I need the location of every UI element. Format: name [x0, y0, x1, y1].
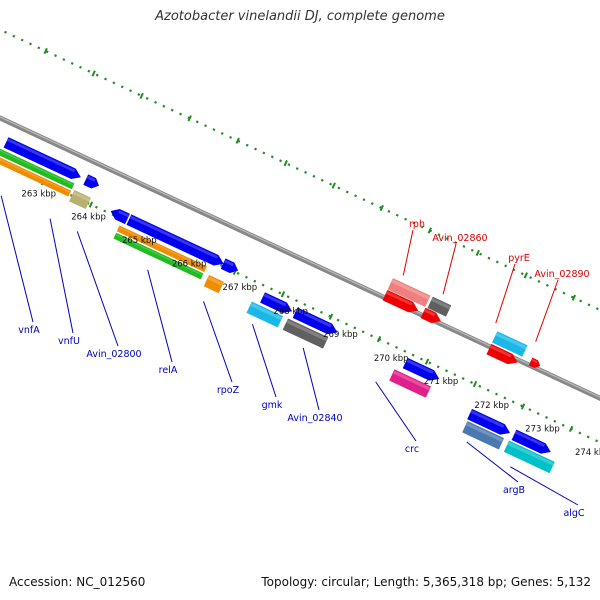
label-leader-line: [302, 347, 320, 411]
gene-label[interactable]: algC: [563, 508, 584, 519]
gene-feature-shine: [531, 358, 538, 363]
tick-label: 267 kbp: [223, 283, 258, 293]
gene-label[interactable]: vnfA: [18, 325, 40, 336]
tick-label: 271 kbp: [424, 377, 459, 387]
gene-label[interactable]: vnfU: [58, 336, 80, 347]
inner-scale-tick: [520, 403, 526, 410]
tick-label: 273 kbp: [525, 425, 560, 435]
label-leader-line: [375, 381, 417, 442]
tick-label: 263 kbp: [21, 189, 56, 199]
gene-feature-shine: [385, 291, 413, 306]
gene-feature-shine: [406, 359, 434, 374]
tick-label: 264 kbp: [71, 213, 106, 223]
gene-label[interactable]: rph: [409, 219, 425, 230]
gene-feature-shine: [6, 138, 76, 173]
inner-scale-tick: [88, 201, 94, 208]
label-leader-line: [495, 263, 516, 324]
outer-scale-tick: [235, 137, 240, 144]
gene-label[interactable]: pyrE: [508, 253, 530, 264]
gene-feature-shine: [0, 158, 71, 193]
inner-scale-tick: [376, 336, 382, 343]
gene-feature[interactable]: [220, 258, 239, 274]
inner-scale-tick: [280, 291, 286, 298]
gene-label[interactable]: Avin_02840: [287, 413, 342, 424]
accession-text: Accession: NC_012560: [9, 575, 146, 589]
map-title: Azotobacter vinelandii DJ, complete geno…: [155, 9, 445, 24]
gene-feature-shine: [72, 191, 91, 202]
gene-label[interactable]: crc: [405, 444, 419, 455]
gene-label[interactable]: relA: [159, 365, 178, 376]
tick-label: 269 kbp: [323, 330, 358, 340]
tick-label: 268 kbp: [273, 307, 308, 317]
outer-scale-tick: [379, 204, 384, 212]
gene-label[interactable]: Avin_02860: [432, 233, 487, 244]
label-leader-line: [402, 229, 414, 276]
outer-scale-tick: [187, 115, 192, 122]
gene-feature-shine: [391, 279, 430, 300]
inner-scale-tick: [328, 313, 334, 320]
label-leader-line: [147, 269, 173, 363]
outer-scale-tick: [571, 294, 577, 301]
gene-feature-shine: [424, 308, 436, 317]
gene-label[interactable]: Avin_02800: [86, 349, 141, 360]
label-leader-line: [203, 301, 233, 383]
topology-text: Topology: circular; Length: 5,365,318 bp…: [261, 575, 591, 589]
gene-feature-shine: [286, 319, 328, 342]
gene-feature-shine: [514, 430, 546, 447]
label-leader-line: [466, 441, 519, 483]
gene-feature-shine: [0, 150, 74, 186]
gene-feature-shine: [507, 441, 555, 466]
gene-feature-shine: [207, 276, 224, 286]
gene-feature-shine: [296, 308, 332, 328]
tick-label: 274 kbp: [575, 448, 600, 458]
gene-label[interactable]: gmk: [262, 400, 283, 411]
gene-feature-shine: [129, 215, 218, 259]
gene-feature-shine: [470, 410, 505, 428]
gene-label[interactable]: rpoZ: [217, 385, 240, 396]
gene-feature-shine: [118, 226, 207, 269]
gene-label[interactable]: Avin_02890: [534, 269, 589, 280]
outer-scale-tick: [91, 70, 96, 77]
gene-label[interactable]: argB: [503, 485, 525, 496]
tick-label: 272 kbp: [474, 401, 509, 411]
gene-feature-shine: [224, 259, 234, 267]
gene-feature-shine: [115, 233, 203, 276]
inner-scale-tick: [424, 358, 430, 365]
outer-scale-tick: [139, 92, 144, 100]
gene-feature-shine: [489, 345, 512, 358]
gene-feature-shine: [495, 332, 527, 350]
outer-scale-tick: [427, 227, 432, 234]
outer-scale-tick: [43, 47, 48, 55]
inner-scale-tick: [472, 380, 478, 388]
tick-label: 265 kbp: [122, 236, 157, 246]
tick-label: 266 kbp: [172, 260, 207, 270]
outer-scale-tick: [331, 182, 336, 189]
gene-feature[interactable]: [83, 174, 100, 189]
label-leader-line: [442, 243, 457, 295]
backbone-highlight: [0, 116, 600, 398]
gene-feature-shine: [392, 370, 431, 391]
gene-feature-shine: [250, 302, 283, 321]
label-leader-line: [510, 466, 579, 506]
tick-label: 270 kbp: [374, 354, 409, 364]
gene-feature-shine: [263, 293, 287, 307]
outer-scale-tick: [283, 160, 288, 167]
outer-scale-tick: [523, 272, 529, 279]
label-leader-line: [535, 279, 559, 342]
label-leader-line: [251, 324, 277, 398]
label-leader-line: [76, 231, 119, 347]
gene-feature-shine: [86, 175, 96, 182]
outer-scale-tick: [475, 249, 480, 257]
label-leader-line: [0, 195, 34, 323]
gene-feature-shine: [465, 422, 504, 443]
label-leader-line: [49, 218, 74, 334]
inner-scale-tick: [568, 425, 574, 433]
gene-feature-shine: [118, 210, 130, 218]
gene-feature-shine: [431, 297, 451, 310]
genome-backbone: [0, 115, 600, 402]
